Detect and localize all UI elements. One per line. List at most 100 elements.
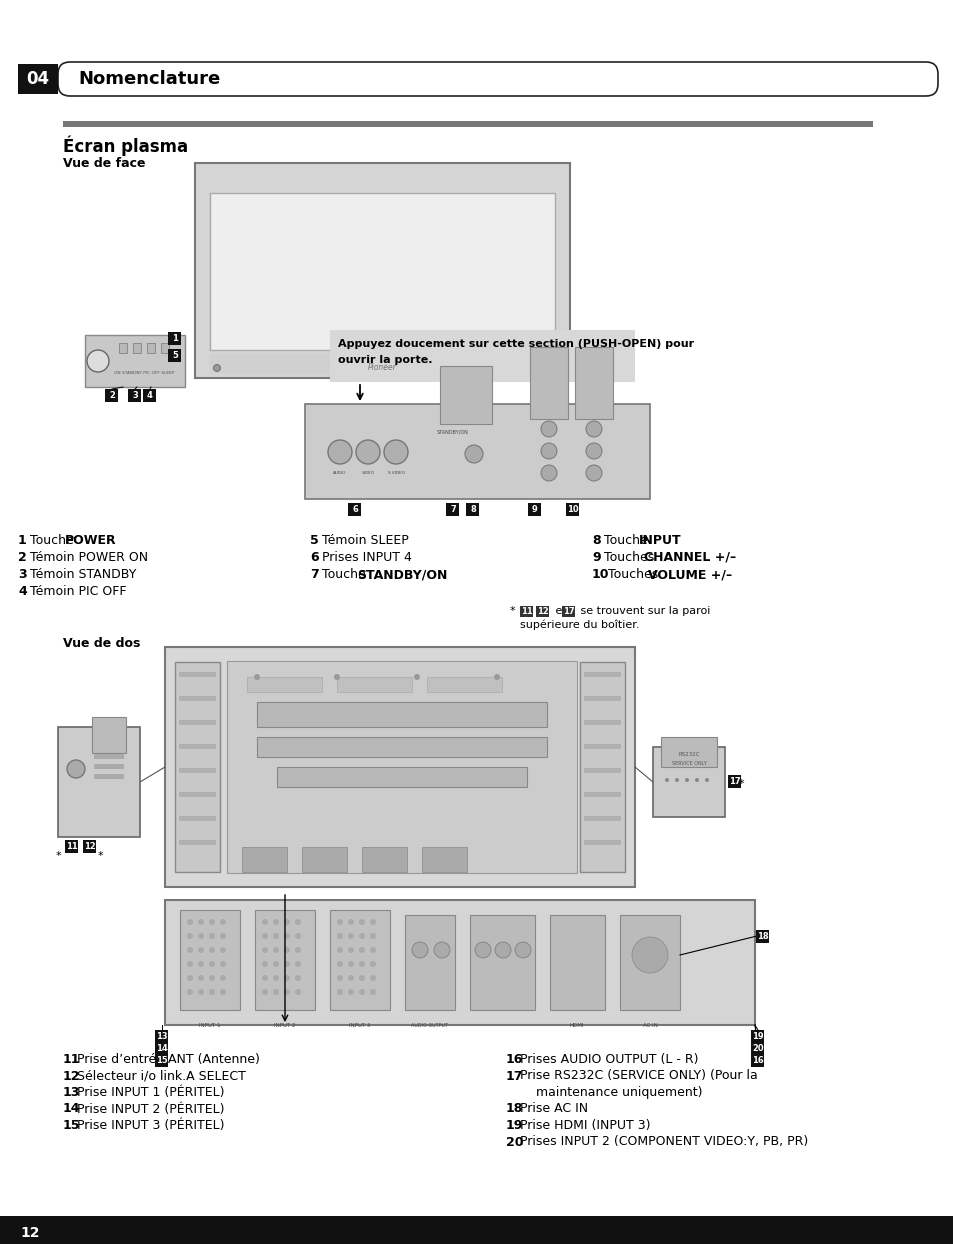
Bar: [583, 768, 620, 773]
Circle shape: [348, 919, 354, 926]
Circle shape: [370, 947, 375, 953]
Bar: [174, 662, 220, 872]
Bar: [466, 503, 479, 516]
Circle shape: [336, 975, 343, 982]
Bar: [155, 1054, 169, 1067]
Circle shape: [284, 962, 290, 967]
Text: 10: 10: [592, 569, 609, 581]
Text: 8: 8: [592, 534, 600, 547]
Circle shape: [631, 937, 667, 973]
Text: Témoin STANDBY: Témoin STANDBY: [30, 569, 136, 581]
Bar: [132, 343, 141, 353]
Text: 9: 9: [592, 551, 600, 564]
Circle shape: [348, 975, 354, 982]
Bar: [439, 366, 492, 424]
Circle shape: [336, 962, 343, 967]
Bar: [336, 677, 412, 692]
Circle shape: [348, 933, 354, 939]
Circle shape: [284, 933, 290, 939]
Text: Appuyez doucement sur cette section (PUSH-OPEN) pour: Appuyez doucement sur cette section (PUS…: [337, 340, 694, 350]
Circle shape: [220, 975, 226, 982]
Circle shape: [358, 975, 365, 982]
Bar: [94, 754, 124, 759]
Bar: [161, 343, 169, 353]
Text: STANDBY/ON: STANDBY/ON: [356, 569, 447, 581]
Circle shape: [262, 962, 268, 967]
Text: 1: 1: [172, 333, 178, 343]
Text: 15: 15: [63, 1120, 80, 1132]
Text: Touche: Touche: [30, 534, 77, 547]
Bar: [751, 1030, 763, 1042]
Text: Prises INPUT 4: Prises INPUT 4: [322, 551, 412, 564]
Circle shape: [198, 975, 204, 982]
Bar: [247, 677, 322, 692]
Bar: [179, 792, 215, 797]
Bar: [85, 335, 185, 387]
Text: 11: 11: [66, 842, 78, 851]
Text: Touches: Touches: [607, 569, 661, 581]
Text: 13: 13: [63, 1086, 80, 1098]
Circle shape: [209, 989, 214, 995]
Bar: [179, 744, 215, 749]
Bar: [550, 916, 604, 1010]
Bar: [84, 840, 96, 853]
Text: 17: 17: [562, 607, 575, 616]
Circle shape: [540, 465, 557, 481]
Circle shape: [585, 443, 601, 459]
Text: Témoin POWER ON: Témoin POWER ON: [30, 551, 148, 564]
Text: 12: 12: [84, 842, 95, 851]
Bar: [427, 677, 501, 692]
Circle shape: [355, 440, 379, 464]
Text: 3: 3: [18, 569, 27, 581]
Bar: [583, 816, 620, 821]
Circle shape: [220, 989, 226, 995]
Bar: [728, 775, 740, 787]
Circle shape: [284, 947, 290, 953]
Bar: [751, 1054, 763, 1067]
Circle shape: [253, 674, 260, 680]
Circle shape: [464, 445, 482, 463]
Text: 7: 7: [310, 569, 318, 581]
Circle shape: [336, 989, 343, 995]
Text: Touche: Touche: [603, 534, 651, 547]
Bar: [302, 847, 347, 872]
Circle shape: [515, 942, 531, 958]
Text: 19: 19: [505, 1120, 523, 1132]
Bar: [210, 355, 555, 374]
Text: 14: 14: [156, 1044, 168, 1052]
Text: 2: 2: [18, 551, 27, 564]
Circle shape: [348, 962, 354, 967]
Circle shape: [358, 947, 365, 953]
Circle shape: [664, 778, 668, 782]
Circle shape: [220, 919, 226, 926]
Text: 6: 6: [352, 505, 357, 514]
Text: AC IN: AC IN: [642, 1023, 657, 1028]
Bar: [155, 1030, 169, 1042]
Circle shape: [684, 778, 688, 782]
Circle shape: [213, 364, 220, 372]
Bar: [129, 389, 141, 402]
Text: 5: 5: [310, 534, 318, 547]
Circle shape: [370, 933, 375, 939]
Circle shape: [187, 989, 193, 995]
Bar: [566, 503, 578, 516]
Text: Touches: Touches: [603, 551, 658, 564]
Bar: [143, 389, 156, 402]
Text: 8: 8: [470, 505, 476, 514]
Bar: [18, 63, 58, 95]
Text: 4: 4: [18, 585, 27, 598]
Text: AUDIO OUTPUT: AUDIO OUTPUT: [411, 1023, 448, 1028]
Circle shape: [187, 947, 193, 953]
Text: Prise INPUT 2 (PÉRITEL): Prise INPUT 2 (PÉRITEL): [77, 1102, 224, 1116]
Text: INPUT 2: INPUT 2: [274, 1023, 295, 1028]
Text: Touche: Touche: [322, 569, 370, 581]
Text: INPUT 1: INPUT 1: [199, 1023, 220, 1028]
Text: *: *: [510, 606, 518, 616]
Text: 6: 6: [310, 551, 318, 564]
Text: 1: 1: [18, 534, 27, 547]
Text: CHANNEL +/–: CHANNEL +/–: [643, 551, 736, 564]
Bar: [179, 695, 215, 702]
Bar: [361, 847, 407, 872]
Text: 04: 04: [27, 70, 50, 88]
Circle shape: [209, 962, 214, 967]
